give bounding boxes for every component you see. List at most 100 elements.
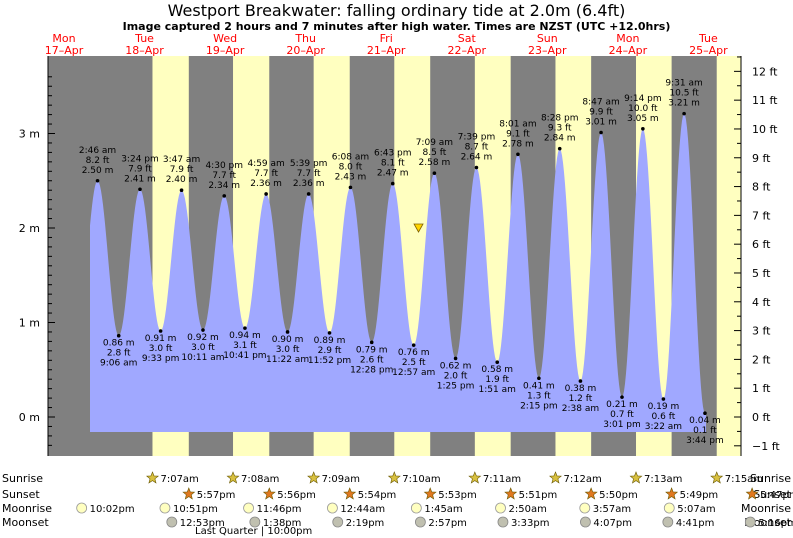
tide-label-line: 2.58 m (419, 158, 451, 168)
tide-labels: 2:46 am8.2 ft2.50 m 0.86 m2.8 ft9:06 am 3:… (79, 79, 724, 447)
tide-label-line: 2.41 m (124, 174, 156, 184)
sunset-icon (504, 487, 518, 500)
tide-label-line: 8:47 am (582, 98, 619, 108)
sunset-time: 5:56pm (277, 490, 316, 501)
sunrise-time: 7:08am (241, 474, 279, 485)
sunrise-time: 7:13am (644, 474, 682, 485)
sunrise-time: 7:10am (402, 474, 440, 485)
moonrise-time: 11:46pm (257, 504, 302, 515)
right-tick-label: 5 ft (752, 267, 771, 280)
day-date-label: 17–Apr (45, 44, 84, 57)
high-tide-point (641, 126, 645, 131)
right-tick-label: 1 ft (752, 382, 771, 395)
tide-label-line: 10.5 ft (669, 89, 699, 99)
sunset-time: 5:49pm (680, 490, 719, 501)
tide-label-line: 8.1 ft (381, 159, 405, 169)
tide-label-line: 2.34 m (208, 181, 240, 191)
tide-label-line: 3.0 ft (149, 344, 173, 354)
day-name-label: Thu (294, 32, 316, 45)
tide-label-line: 1:51 am (479, 385, 516, 395)
high-tide-label: 8:47 am9.9 ft3.01 m (582, 98, 619, 128)
tide-label-line: 2.5 ft (402, 358, 426, 368)
high-tide-point (348, 185, 353, 190)
left-tick-label: 3 m (19, 128, 40, 141)
tide-label-line: 2.0 ft (444, 371, 468, 381)
right-tick-label: 6 ft (752, 238, 771, 251)
tide-label-line: 2.47 m (377, 169, 409, 179)
moonset-icon (166, 516, 178, 528)
tide-label-line: 2.6 ft (360, 355, 384, 365)
right-tick-label: 3 ft (752, 325, 771, 338)
low-tide-label: 0.41 m1.3 ft2:15 pm (520, 381, 558, 411)
low-tide-point (327, 331, 332, 335)
tide-label-line: 2.64 m (461, 153, 493, 163)
moonset-icon (662, 516, 674, 528)
day-date-label: 19–Apr (206, 44, 245, 57)
low-tide-point (158, 329, 163, 333)
day-name-label: Sun (537, 32, 558, 45)
moonset-time: 2:57pm (428, 518, 467, 529)
right-tick-label: 10 ft (752, 123, 778, 136)
high-tide-point (432, 171, 437, 175)
tide-label-line: 0.19 m (648, 402, 680, 412)
day-name-label: Wed (213, 32, 237, 45)
sunrise-icon (307, 471, 321, 484)
low-tide-point (620, 395, 624, 399)
tide-label-line: 7.9 ft (170, 165, 194, 175)
tide-label-line: 9.3 ft (548, 124, 572, 134)
high-tide-label: 7:39 pm8.7 ft2.64 m (458, 133, 496, 163)
moon-phase-label: Last Quarter | 10:00pm (195, 526, 312, 537)
tide-label-line: 9:31 am (665, 79, 702, 89)
high-tide-label: 4:59 am7.7 ft2.36 m (247, 159, 284, 189)
tide-label-line: 9:06 am (100, 359, 137, 369)
moonset-icon (580, 516, 591, 528)
tide-label-line: 2.36 m (250, 179, 282, 189)
high-tide-label: 3:47 am7.9 ft2.40 m (163, 155, 200, 185)
moonrise-icon (579, 502, 591, 514)
tide-label-line: 2.50 m (82, 166, 114, 176)
sunset-row-label: Sunset (2, 488, 40, 501)
low-tide-point (411, 343, 416, 347)
tide-label-line: 12:28 pm (350, 365, 393, 375)
tide-label-line: 0.79 m (356, 345, 388, 355)
tide-label-line: 3.1 ft (233, 341, 257, 351)
right-tick-label: 11 ft (752, 94, 778, 107)
moonset-time: 5:16pm (758, 518, 793, 529)
tide-label-line: 4:59 am (247, 159, 284, 169)
tide-label-line: 3.21 m (668, 99, 700, 109)
low-tide-point (578, 379, 583, 383)
tide-label-line: 8:01 am (499, 119, 536, 129)
tide-label-line: 9:33 pm (142, 354, 180, 364)
tide-label-line: 6:08 am (332, 152, 369, 162)
tide-label-line: 2:15 pm (520, 401, 558, 411)
left-tick-label: 1 m (19, 317, 40, 330)
moonrise-icon (76, 502, 88, 514)
sunset-icon (665, 487, 679, 500)
sunrise-time: 7:15am (725, 474, 763, 485)
daylight-band (716, 56, 741, 456)
sunset-icon (745, 487, 759, 500)
tide-label-line: 7:09 am (416, 138, 453, 148)
high-tide-point (264, 192, 268, 196)
tide-label-line: 2:46 am (79, 146, 116, 156)
day-date-label: 20–Apr (286, 44, 325, 57)
tide-label-line: 3:44 pm (686, 436, 724, 446)
sunset-time: 5:57pm (197, 490, 236, 501)
tide-label-line: 0.41 m (523, 381, 555, 391)
low-tide-label: 0.38 m1.2 ft2:38 am (562, 384, 599, 414)
high-tide-label: 4:30 pm7.7 ft2.34 m (205, 161, 243, 191)
low-tide-point (661, 397, 666, 401)
sunrise-icon (226, 471, 240, 484)
moonset-row-label-right: Moonset (744, 516, 791, 529)
high-tide-point (179, 188, 184, 192)
tide-label-line: 0.90 m (272, 335, 304, 345)
high-tide-point (390, 181, 395, 186)
sunrise-icon (146, 471, 159, 484)
tide-label-line: 10:41 pm (223, 351, 266, 361)
tide-label-line: 3.0 ft (276, 345, 300, 355)
moonrise-row-label-right: Moonrise (741, 502, 791, 515)
right-tick-label: 0 ft (752, 411, 771, 424)
